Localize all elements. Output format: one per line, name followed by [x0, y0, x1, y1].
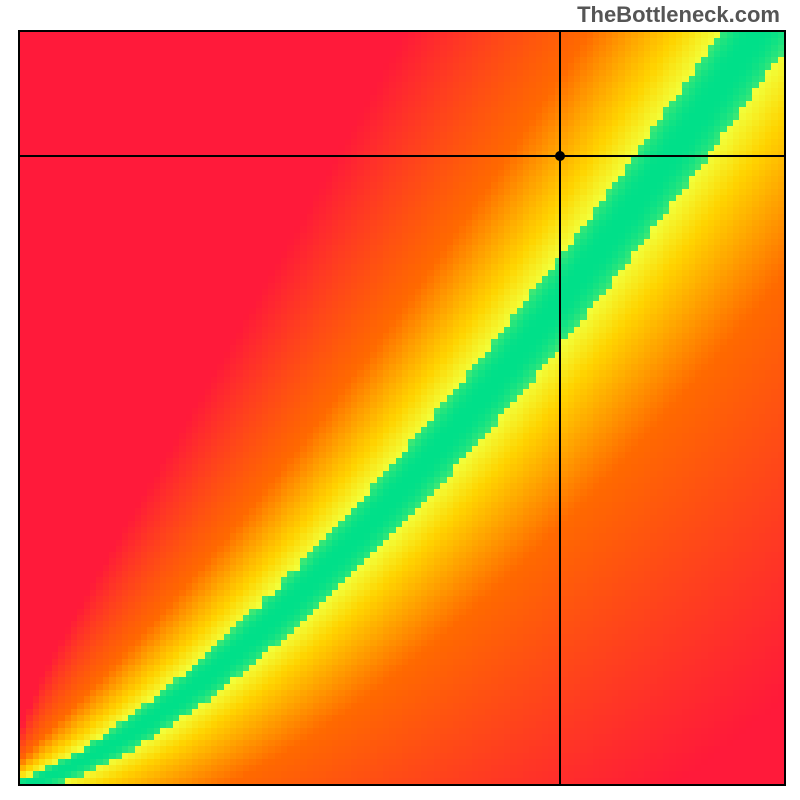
crosshair-vertical: [559, 32, 561, 784]
crosshair-horizontal: [20, 155, 784, 157]
chart-container: TheBottleneck.com: [0, 0, 800, 800]
crosshair-marker: [555, 151, 565, 161]
watermark-text: TheBottleneck.com: [577, 2, 780, 28]
heatmap-canvas: [20, 32, 784, 784]
plot-frame: [18, 30, 786, 786]
